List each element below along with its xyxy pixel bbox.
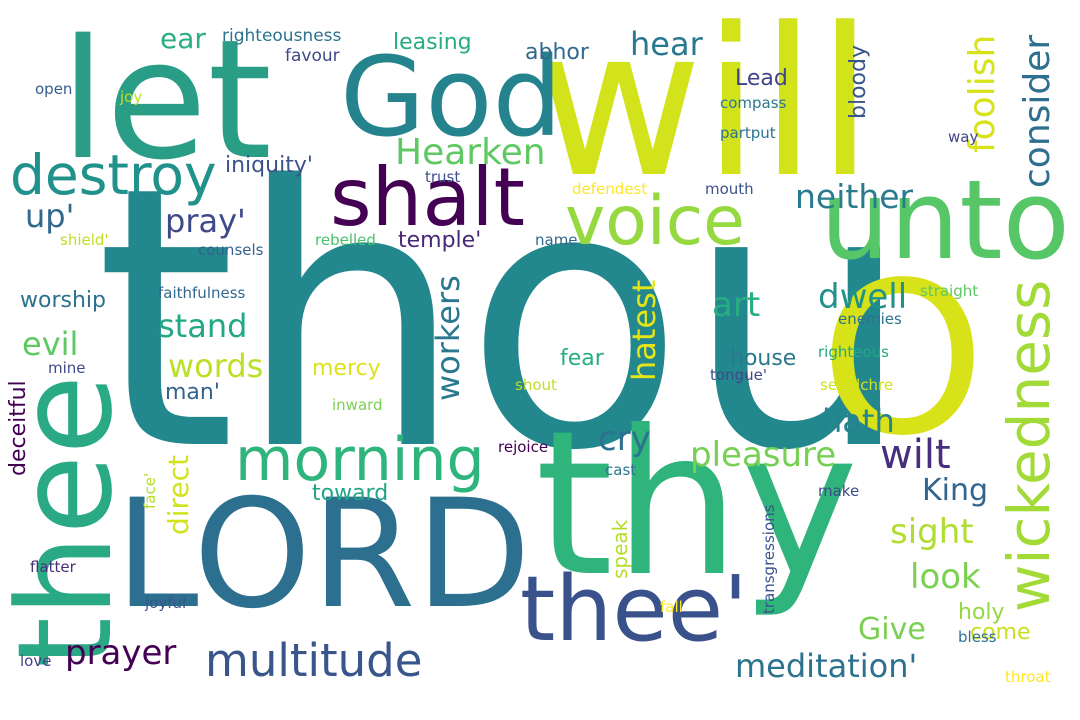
cloud-word: straight bbox=[920, 282, 979, 300]
cloud-word: throat bbox=[1005, 668, 1051, 686]
cloud-word: consider bbox=[1017, 34, 1058, 188]
cloud-word: righteousness bbox=[222, 26, 342, 46]
cloud-word: compass bbox=[720, 94, 787, 112]
cloud-word: name bbox=[535, 231, 578, 249]
cloud-word: cast bbox=[605, 461, 637, 479]
cloud-word: fear bbox=[560, 346, 604, 371]
cloud-word: thy bbox=[535, 388, 859, 621]
cloud-word: destroy bbox=[10, 143, 217, 207]
cloud-word: O bbox=[820, 237, 986, 482]
cloud-word: hath bbox=[822, 402, 895, 440]
cloud-word: thou bbox=[95, 110, 913, 529]
cloud-word: mouth bbox=[705, 180, 754, 198]
cloud-word: meditation' bbox=[735, 647, 918, 685]
cloud-word: transgressions bbox=[760, 504, 778, 614]
cloud-word: voice bbox=[565, 182, 745, 261]
cloud-word: bloody bbox=[846, 45, 871, 119]
cloud-word: unto bbox=[820, 156, 1070, 284]
cloud-word: holy bbox=[958, 600, 1005, 625]
cloud-word: counsels bbox=[198, 241, 264, 259]
cloud-word: leasing bbox=[393, 30, 472, 55]
cloud-word: pray' bbox=[165, 202, 246, 240]
cloud-word: deceitful bbox=[6, 380, 31, 476]
cloud-word: trust bbox=[425, 168, 461, 186]
cloud-word: righteous bbox=[818, 343, 889, 361]
cloud-word: worship bbox=[20, 288, 106, 313]
cloud-word: sight bbox=[890, 512, 974, 552]
cloud-word: up' bbox=[25, 197, 75, 235]
cloud-word: let bbox=[60, 4, 273, 196]
cloud-word: stand bbox=[158, 307, 248, 345]
cloud-word: art bbox=[712, 285, 761, 325]
cloud-word: pleasure bbox=[690, 435, 837, 475]
cloud-word: sepulchre bbox=[820, 376, 894, 394]
cloud-word: multitude bbox=[205, 634, 423, 687]
cloud-word: Hearken bbox=[395, 132, 546, 173]
cloud-word: come bbox=[970, 620, 1031, 645]
cloud-word: God bbox=[340, 33, 563, 161]
cloud-word: house bbox=[730, 346, 797, 371]
cloud-word: abhor bbox=[525, 40, 589, 65]
cloud-word: Lead bbox=[735, 66, 788, 91]
cloud-word: rebelled bbox=[315, 231, 376, 249]
cloud-word: thee' bbox=[520, 557, 748, 662]
cloud-word: mine bbox=[48, 359, 86, 377]
cloud-word: favour bbox=[285, 46, 340, 66]
cloud-word: ear bbox=[160, 22, 206, 55]
cloud-word: King bbox=[922, 473, 989, 508]
cloud-word: neither bbox=[795, 177, 914, 216]
cloud-word: cry bbox=[598, 419, 651, 459]
cloud-word: faithfulness bbox=[158, 284, 246, 302]
cloud-word: wickedness bbox=[995, 279, 1063, 612]
cloud-word: LORD bbox=[115, 468, 532, 642]
cloud-word: make bbox=[818, 482, 860, 500]
cloud-word: tongue' bbox=[710, 366, 767, 384]
cloud-word: iniquity' bbox=[225, 153, 313, 178]
cloud-word: mercy bbox=[312, 356, 381, 381]
cloud-word: way bbox=[948, 128, 979, 146]
cloud-word: shield' bbox=[60, 231, 109, 249]
cloud-word: joy bbox=[120, 88, 143, 106]
cloud-word: look bbox=[910, 557, 981, 597]
cloud-word: morning bbox=[235, 425, 485, 495]
cloud-word: words bbox=[168, 347, 264, 385]
cloud-word: wilt bbox=[880, 432, 951, 478]
cloud-word: defendest bbox=[572, 180, 648, 198]
cloud-word: partput bbox=[720, 124, 776, 142]
cloud-word: man' bbox=[165, 380, 220, 405]
cloud-word: Give bbox=[858, 612, 926, 647]
cloud-word: flatter bbox=[30, 558, 76, 576]
cloud-word: bless bbox=[958, 628, 997, 646]
cloud-word: dwell bbox=[818, 277, 908, 317]
cloud-word: enemies bbox=[838, 310, 902, 328]
cloud-word: will bbox=[535, 0, 874, 223]
cloud-word: evil bbox=[22, 325, 79, 363]
cloud-word: open bbox=[35, 80, 73, 98]
cloud-word: prayer bbox=[65, 633, 177, 673]
cloud-word: shout bbox=[515, 376, 557, 394]
cloud-word: hear bbox=[630, 25, 703, 63]
cloud-word: face' bbox=[141, 472, 159, 509]
cloud-word: speak bbox=[608, 519, 632, 579]
cloud-word: rejoice bbox=[498, 438, 549, 456]
cloud-word: direct bbox=[162, 454, 195, 535]
cloud-word: inward bbox=[332, 396, 383, 414]
cloud-word: hatest bbox=[625, 279, 663, 381]
cloud-word: temple' bbox=[398, 228, 482, 253]
cloud-word: workers bbox=[429, 275, 467, 401]
cloud-word: toward bbox=[312, 481, 389, 506]
cloud-word: love bbox=[20, 652, 52, 670]
cloud-word: fall bbox=[660, 598, 683, 616]
cloud-word: joyful bbox=[145, 594, 187, 612]
cloud-word: shalt bbox=[330, 151, 525, 244]
